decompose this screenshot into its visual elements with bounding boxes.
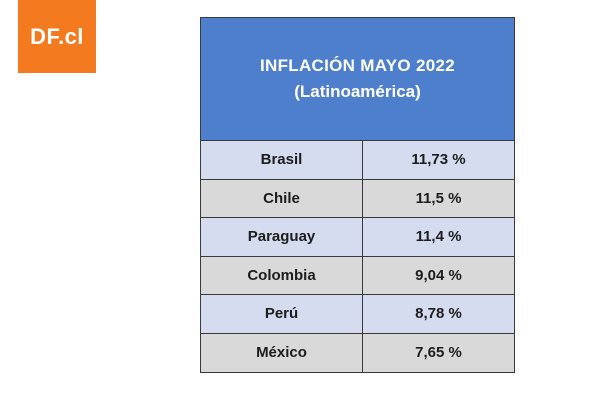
country-cell: Chile	[201, 179, 363, 217]
inflation-table: INFLACIÓN MAYO 2022 (Latinoamérica) Bras…	[200, 17, 515, 373]
table-row: Perú 8,78 %	[201, 295, 514, 334]
table-row: Brasil 11,73 %	[201, 141, 514, 180]
inflation-value-cell: 9,04 %	[415, 266, 462, 284]
inflation-value-cell: 11,4 %	[415, 228, 462, 246]
table-row: Colombia 9,04 %	[201, 256, 514, 295]
inflation-value-cell: 11,5 %	[415, 189, 462, 207]
inflation-value-cell: 8,78 %	[415, 305, 462, 323]
df-logo: DF.cl	[18, 0, 96, 73]
country-cell: Perú	[201, 295, 363, 333]
logo-text: DF.cl	[30, 23, 84, 49]
table-title: INFLACIÓN MAYO 2022	[260, 56, 455, 75]
country-cell: Brasil	[201, 141, 363, 179]
table-subtitle: (Latinoamérica)	[294, 82, 421, 101]
table-row: Paraguay 11,4 %	[201, 218, 514, 257]
country-cell: México	[201, 333, 363, 372]
table-header: INFLACIÓN MAYO 2022 (Latinoamérica)	[201, 18, 514, 141]
table-row: México 7,65 %	[201, 333, 514, 372]
inflation-value-cell: 7,65 %	[415, 344, 462, 362]
table-body: Brasil 11,73 % Chile 11,5 % Paraguay 11,4 % Co…	[201, 141, 514, 372]
country-cell: Colombia	[201, 256, 363, 294]
inflation-value-cell: 11,73 %	[411, 151, 466, 169]
table-row: Chile 11,5 %	[201, 179, 514, 218]
country-cell: Paraguay	[201, 218, 363, 256]
